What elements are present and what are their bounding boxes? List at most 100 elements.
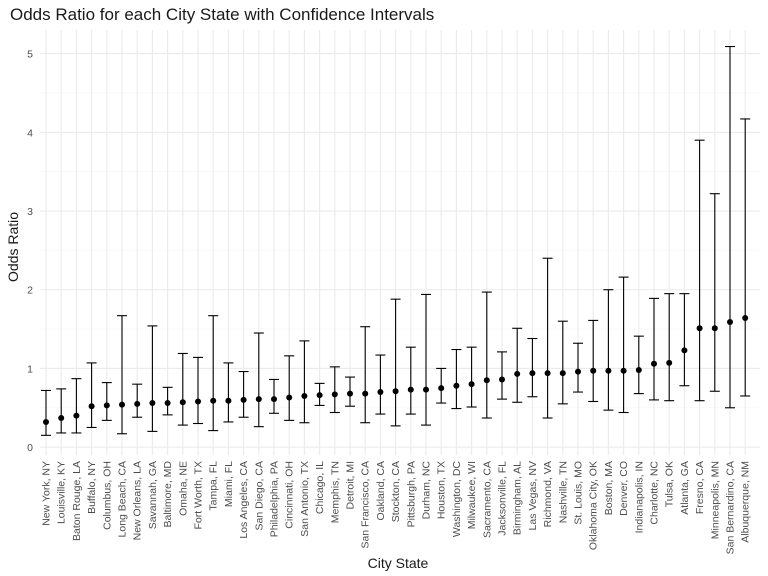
errorbar [588,319,599,403]
data-point [119,401,125,408]
x-tick-label: Baton Rouge, LA [71,461,83,541]
data-point [347,390,353,397]
data-point [468,381,475,388]
x-tick-label: Pittsburgh, PA [405,461,417,527]
y-tick-label: 1 [27,363,33,375]
x-tick-label: Memphis, TN [329,461,341,523]
x-tick-label: Albuquerque, NM [740,461,752,543]
data-point [575,368,581,375]
errorbar [451,348,462,410]
x-tick-label: San Diego, CA [253,461,265,530]
x-tick-label: San Francisco, CA [360,461,372,549]
data-point [377,389,384,396]
errorbar [405,346,416,415]
errorbar [512,327,523,403]
errorbar [725,45,735,409]
data-point [483,377,490,384]
data-point [438,385,445,392]
x-tick-label: Nashville, TN [557,461,569,523]
errorbar [664,293,675,402]
data-point [210,397,217,404]
data-point [255,396,262,403]
x-tick-label: Minneapolis, MN [709,461,721,539]
errorbars [41,45,751,436]
data-point [742,315,749,322]
errorbar [223,362,234,423]
x-tick-label: Tulsa, OK [664,461,676,507]
errorbar [299,340,310,424]
errorbar [466,346,477,408]
errorbar [208,315,219,432]
x-tick-label: Los Angeles, CA [238,461,250,539]
errorbar [162,386,173,416]
data-point [392,388,399,395]
errorbar [694,139,705,402]
y-tick-label: 5 [27,49,33,61]
errorbar [497,351,507,400]
x-axis-title: City State [368,555,429,571]
data-point [559,370,566,377]
x-tick-label: Fresno, CA [694,461,706,514]
errorbar [390,298,401,427]
data-point [362,390,369,397]
data-point [58,415,65,422]
errorbar [436,367,447,404]
errorbar [633,335,644,395]
x-tick-label: St. Louis, MO [573,461,585,525]
errorbar [740,118,751,397]
y-axis-title: Odds Ratio [5,212,21,282]
x-tick-label: Stockton, CA [390,461,402,522]
errorbar [177,352,188,426]
x-tick-label: Chicago, IL [314,461,326,514]
errorbar [618,276,629,414]
x-tick-label: Miami, FL [223,461,235,507]
errorbar [649,297,659,401]
errorbar [238,371,249,418]
errorbar [101,382,112,421]
errorbar [527,337,538,398]
data-point [544,370,551,377]
errorbar [56,388,67,434]
x-tick-label: Fort Worth, TX [193,461,205,529]
x-tick-label: San Antonio, TX [299,461,311,537]
data-point [103,402,110,409]
data-point [286,394,293,401]
errorbar [284,355,295,421]
data-point [331,391,338,398]
y-axis-ticks: 0 1 2 3 4 5 [27,49,33,455]
errorbar [542,257,553,419]
x-tick-label: Indianapolis, IN [633,461,645,533]
data-point [453,382,460,389]
data-point [711,325,718,332]
data-point [590,367,597,374]
errorbar [71,378,82,434]
x-tick-label: Tampa, FL [208,461,220,511]
x-tick-label: Oakland, CA [375,461,387,521]
data-point [407,386,414,393]
data-point [179,399,186,406]
x-tick-label: Baltimore, MD [162,461,174,528]
data-point [301,392,308,399]
x-tick-label: Sacramento, CA [481,461,493,538]
data-point [605,367,612,374]
data-point [727,318,733,325]
x-tick-label: Omaha, NE [177,461,189,516]
x-tick-label: Charlotte, NC [649,461,661,525]
y-tick-label: 4 [27,127,33,139]
data-point [620,367,627,374]
errorbar [481,291,492,419]
data-point [651,360,657,367]
errorbar [193,356,203,425]
data-point [240,396,247,403]
errorbar [345,376,355,407]
y-tick-label: 0 [27,442,33,454]
x-tick-label: Durham, NC [421,461,433,520]
errorbar [117,315,127,435]
x-tick-label: Detroit, MI [345,461,357,509]
x-tick-label: Philadelphia, PA [269,461,281,537]
x-tick-label: Columbus, OH [101,461,113,530]
x-tick-label: New Orleans, LA [132,461,144,540]
data-point [666,359,673,366]
errorbar [421,293,431,426]
x-tick-label: Oklahoma City, OK [588,461,600,550]
